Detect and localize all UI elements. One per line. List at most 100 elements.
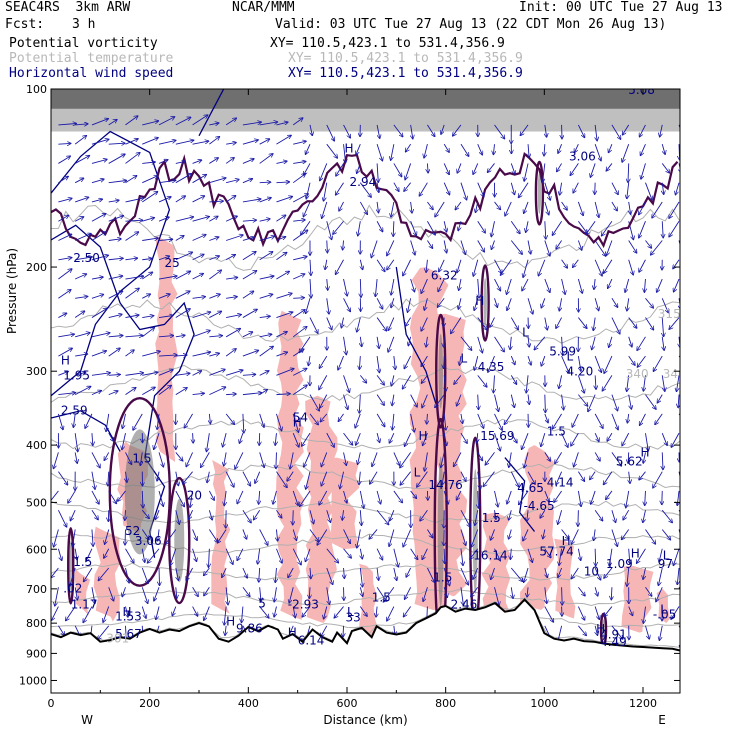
wind-arrow xyxy=(510,567,522,581)
wind-arrow xyxy=(545,221,546,239)
wind-arrow xyxy=(427,413,428,424)
wind-arrow xyxy=(327,278,328,290)
wind-arrow xyxy=(242,309,257,318)
wind-arrow xyxy=(260,587,261,601)
wind-arrow xyxy=(83,606,93,623)
wind-arrow xyxy=(184,413,193,428)
wind-arrow xyxy=(175,174,192,184)
wind-arrow xyxy=(175,355,187,356)
wind-arrow xyxy=(677,375,680,391)
wind-arrow xyxy=(125,471,126,482)
wind-arrow xyxy=(400,452,412,467)
wind-arrow xyxy=(527,355,531,365)
wind-arrow xyxy=(108,432,114,441)
wind-arrow xyxy=(604,606,613,617)
wind-arrow xyxy=(544,201,549,215)
wind-arrow xyxy=(108,154,125,164)
wind-arrow xyxy=(276,548,282,563)
wind-arrow xyxy=(175,567,179,580)
wind-arrow xyxy=(544,144,545,156)
wind-arrow xyxy=(92,529,93,546)
wind-arrow xyxy=(392,394,394,406)
wind-arrow xyxy=(403,529,412,546)
wind-arrow xyxy=(58,234,71,241)
wind-arrow xyxy=(545,394,546,413)
wind-arrow xyxy=(142,138,158,145)
high-low-marker: L xyxy=(660,602,667,616)
wind-arrow xyxy=(122,433,126,449)
wind-arrow xyxy=(391,298,395,307)
wind-speed-shade xyxy=(481,512,511,617)
wind-arrow xyxy=(108,239,121,241)
contour-label: 5.67 xyxy=(115,627,142,641)
wind-arrow xyxy=(292,529,296,540)
wind-arrow xyxy=(611,298,618,307)
wind-arrow xyxy=(108,120,117,126)
wind-arrow xyxy=(320,163,328,180)
wind-arrow xyxy=(458,221,461,230)
wind-arrow xyxy=(276,312,292,318)
wind-arrow xyxy=(91,232,106,241)
x-axis-label: Distance (km) xyxy=(323,713,407,727)
wind-arrow xyxy=(208,529,217,542)
wind-arrow xyxy=(661,432,667,445)
wind-arrow xyxy=(242,332,253,338)
wind-arrow xyxy=(639,221,646,237)
wind-arrow xyxy=(595,375,596,389)
contour-label: -2.93 xyxy=(288,597,319,611)
wind-arrow xyxy=(679,163,680,172)
wind-arrow xyxy=(606,490,613,499)
wind-arrow xyxy=(326,432,334,447)
wind-arrow xyxy=(218,529,227,542)
pv-shade xyxy=(472,469,478,595)
wind-arrow xyxy=(154,433,160,449)
contour-label: 16.14 xyxy=(473,549,507,563)
wind-arrow xyxy=(419,182,428,196)
wind-arrow xyxy=(527,240,531,253)
wind-arrow xyxy=(108,587,114,601)
wind-arrow xyxy=(383,587,395,602)
wind-arrow xyxy=(192,587,199,596)
contour-label: 15.69 xyxy=(480,429,514,443)
wind-arrow xyxy=(209,137,219,145)
wind-arrow xyxy=(309,587,310,598)
wind-arrow xyxy=(527,548,532,562)
wind-arrow xyxy=(259,122,278,126)
wind-arrow xyxy=(224,452,226,465)
wind-arrow xyxy=(276,394,290,395)
wind-arrow xyxy=(602,375,613,390)
wind-arrow xyxy=(578,394,587,406)
wind-arrow xyxy=(594,240,606,256)
wind-arrow xyxy=(628,221,634,239)
contour-label: 1.09 xyxy=(606,557,633,571)
wind-arrow xyxy=(273,490,277,504)
wind-arrow xyxy=(324,606,328,619)
wind-arrow xyxy=(242,567,247,578)
wind-speed-shade xyxy=(305,395,338,624)
wind-arrow xyxy=(656,587,663,601)
wind-arrow xyxy=(175,271,191,280)
wind-arrow xyxy=(66,606,76,621)
wind-arrow xyxy=(442,471,444,485)
contour-label: 4.14 xyxy=(547,476,574,490)
wind-arrow xyxy=(158,294,170,299)
wind-arrow xyxy=(142,238,158,241)
wind-arrow xyxy=(186,567,193,580)
wind-arrow xyxy=(158,529,159,540)
model-name: SEAC4RS 3km ARW xyxy=(5,0,131,15)
wind-arrow xyxy=(91,333,110,338)
wind-arrow xyxy=(578,317,586,329)
wind-arrow xyxy=(293,369,306,376)
contour-label: 6.32 xyxy=(431,269,458,283)
wind-arrow xyxy=(276,122,287,126)
wind-arrow xyxy=(405,317,412,327)
contour-label: 1.5 xyxy=(547,424,566,438)
field-theta-name: Potential temperature xyxy=(9,51,174,66)
wind-arrow xyxy=(108,291,123,299)
wind-arrow xyxy=(293,194,308,203)
wind-arrow xyxy=(259,198,271,203)
wind-arrow xyxy=(507,298,512,310)
wind-speed-shade xyxy=(321,457,360,550)
wind-arrow xyxy=(485,452,495,464)
y-tick-label: 100 xyxy=(26,83,47,96)
